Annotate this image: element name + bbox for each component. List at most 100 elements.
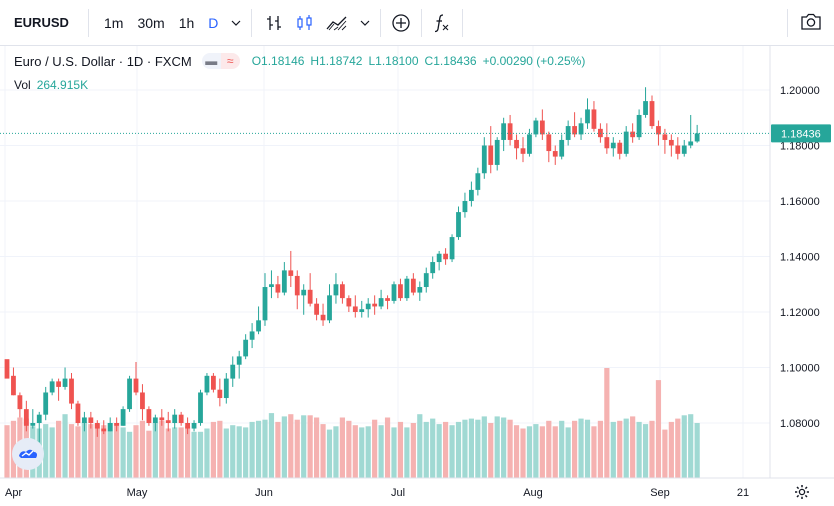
candle-body: [423, 273, 429, 288]
snapshot-button[interactable]: [800, 11, 822, 38]
volume-bar: [559, 420, 565, 478]
candle-body: [191, 423, 197, 429]
legend-toggle[interactable]: ▬ ≈: [201, 53, 240, 69]
candle: [604, 123, 610, 154]
interval-1m-button[interactable]: 1m: [104, 14, 124, 31]
interval-30m-button[interactable]: 30m: [137, 14, 165, 31]
volume-bar: [333, 426, 339, 478]
candle-body: [662, 134, 668, 140]
interval-dropdown-button[interactable]: [225, 0, 247, 46]
bars-icon: [267, 15, 282, 30]
symbol-search-button[interactable]: EURUSD: [14, 15, 69, 30]
interval-1h-button[interactable]: 1h: [178, 14, 195, 31]
candle: [75, 400, 81, 426]
candle-body: [475, 173, 481, 190]
candle: [514, 134, 519, 160]
candle: [120, 406, 126, 426]
price-axis[interactable]: 1.20000 1.18000 1.16000 1.14000 1.12000 1.100…: [780, 85, 820, 430]
candlestick-series: [4, 87, 700, 443]
volume-bar: [359, 427, 365, 478]
volume-bar: [210, 421, 216, 478]
candle: [668, 134, 674, 157]
candle: [294, 270, 300, 310]
candle: [488, 126, 494, 174]
candle-body: [365, 303, 371, 310]
candle-body: [36, 414, 42, 423]
candle-body: [552, 151, 558, 157]
volume-bar: [365, 426, 371, 478]
candle-body: [236, 356, 242, 365]
candle: [236, 350, 242, 379]
interval-d-button[interactable]: D: [208, 14, 219, 31]
candle: [578, 117, 584, 140]
candle-body: [262, 287, 268, 321]
candle: [520, 137, 526, 163]
candle: [230, 356, 236, 387]
candle: [152, 414, 158, 432]
candle-body: [185, 423, 190, 429]
candle: [223, 373, 229, 404]
candle-body: [275, 284, 281, 293]
candle: [559, 134, 565, 160]
candle: [481, 137, 487, 179]
candle: [4, 359, 10, 379]
volume-bar: [326, 429, 333, 478]
time-axis[interactable]: Apr May Jun Jul Aug Sep 21: [5, 487, 749, 499]
candle: [320, 303, 326, 326]
ohlc-open: O1.18146: [251, 54, 305, 68]
time-tick-label: Aug: [523, 487, 543, 499]
price-tick-label: 1.18000: [780, 141, 820, 153]
last-price-label: 1.18436: [771, 124, 831, 143]
price-tick-label: 1.10000: [780, 363, 820, 375]
volume-bar: [197, 431, 204, 478]
candle: [114, 417, 120, 432]
volume-bar: [565, 427, 571, 478]
candle: [423, 267, 429, 293]
volume-bar: [288, 414, 294, 478]
candle-body: [675, 145, 681, 154]
area-style-button[interactable]: [320, 0, 354, 46]
candle-body: [56, 381, 61, 387]
toolbar-divider: [787, 9, 788, 37]
chart-style-dropdown-button[interactable]: [354, 0, 376, 46]
indicators-button[interactable]: [422, 0, 462, 46]
candle-body: [694, 133, 700, 142]
candle: [346, 295, 352, 312]
candle: [675, 137, 681, 160]
candle: [94, 420, 100, 437]
candles-style-button[interactable]: [290, 0, 320, 46]
volume-bar: [423, 421, 429, 478]
chart-settings-button[interactable]: [794, 484, 810, 505]
candle-body: [178, 414, 184, 423]
candle: [185, 417, 190, 435]
volume-bar: [114, 423, 120, 478]
candle-body: [217, 389, 223, 399]
candle-body: [333, 284, 339, 296]
candle-body: [604, 137, 610, 149]
candle-body: [101, 428, 107, 432]
candle: [430, 256, 436, 279]
compare-symbol-button[interactable]: [381, 0, 421, 46]
candle-body: [539, 120, 545, 135]
tradingview-logo-button[interactable]: [12, 438, 44, 470]
candle: [204, 373, 210, 396]
candle: [494, 137, 500, 171]
candle: [630, 123, 636, 143]
candle: [449, 234, 455, 263]
candle-body: [346, 298, 352, 307]
candle-body: [230, 364, 236, 379]
volume-bar: [378, 425, 384, 478]
candle-body: [269, 284, 274, 288]
candle: [585, 98, 590, 129]
ohlc-low: L1.18100: [368, 54, 419, 68]
bar-style-button[interactable]: [260, 0, 290, 46]
candle: [623, 126, 629, 157]
candle: [82, 411, 87, 432]
candle: [552, 145, 558, 165]
candle-body: [546, 134, 552, 152]
candle: [378, 289, 384, 310]
candle: [462, 192, 468, 218]
volume-bar: [636, 421, 642, 478]
candle: [688, 114, 694, 149]
